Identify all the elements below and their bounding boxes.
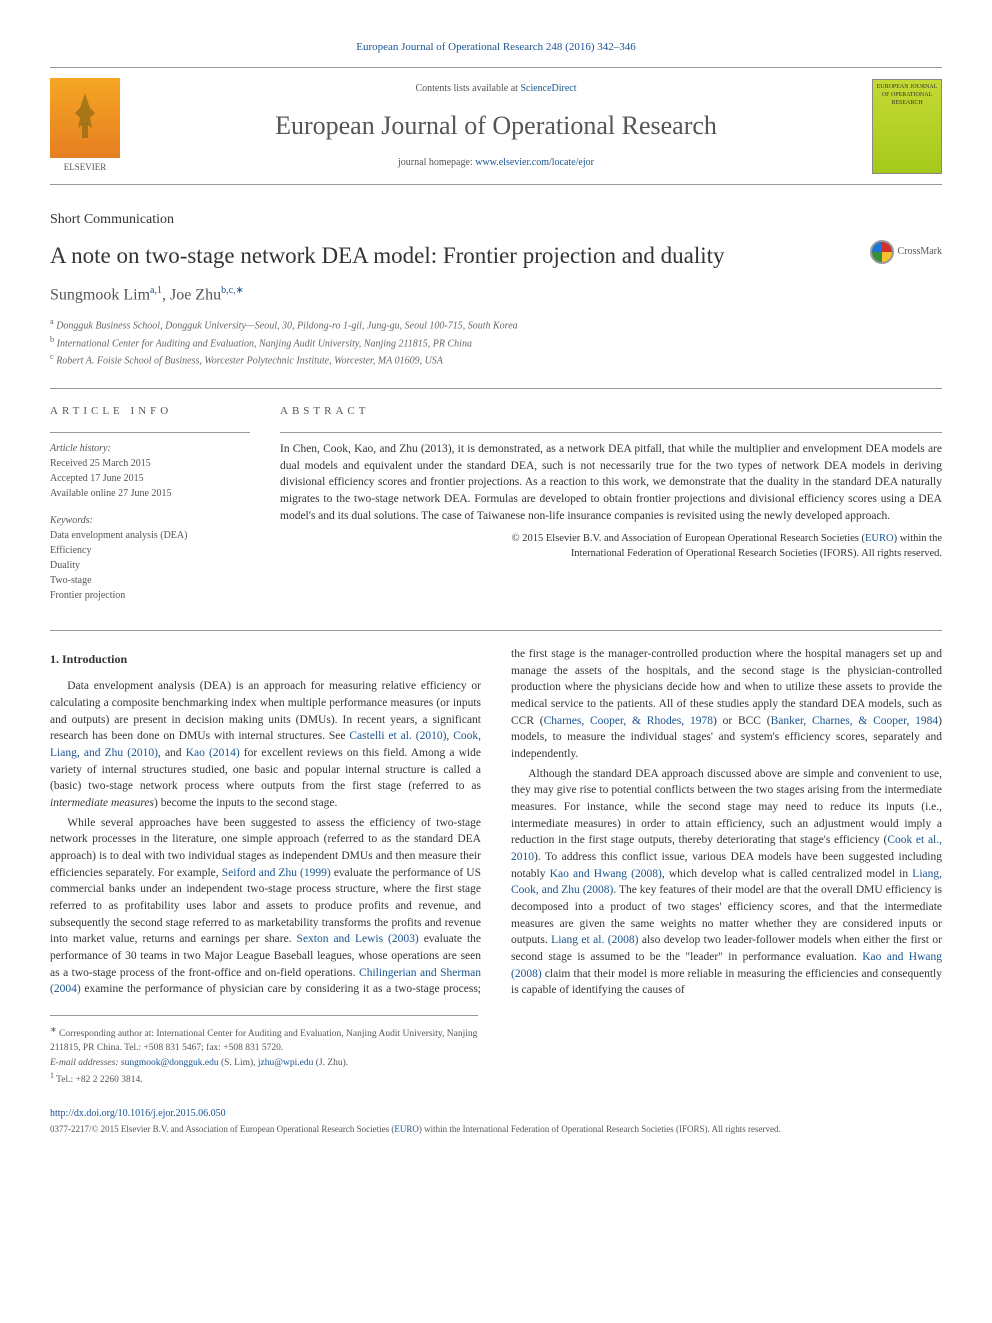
email-addresses: E-mail addresses: sungmook@dongguk.edu (… [50,1056,478,1070]
header-bar: ELSEVIER Contents lists available at Sci… [50,67,942,185]
intro-paragraph-3: Although the standard DEA approach discu… [511,766,942,999]
affiliation-a: Dongguk Business School, Dongguk Univers… [56,321,517,332]
divider-2 [50,630,942,631]
keyword-4: Frontier projection [50,588,250,603]
euro-link[interactable]: EURO [865,533,894,544]
copyright-prefix: © 2015 Elsevier B.V. and Association of … [512,533,865,544]
history-label: Article history: [50,441,250,456]
doi-link[interactable]: http://dx.doi.org/10.1016/j.ejor.2015.06… [50,1107,942,1121]
ref-liang-2008[interactable]: Liang et al. (2008) [551,934,638,946]
abstract: ABSTRACT In Chen, Cook, Kao, and Zhu (20… [280,404,942,614]
publisher-logo-block: ELSEVIER [50,78,120,174]
article-info: ARTICLE INFO Article history: Received 2… [50,404,250,614]
keywords-label: Keywords: [50,513,250,528]
contents-prefix: Contents lists available at [415,83,520,94]
journal-cover-thumbnail: EUROPEAN JOURNAL OF OPERATIONAL RESEARCH [872,79,942,174]
keyword-2: Duality [50,558,250,573]
elsevier-tree-logo [50,78,120,158]
journal-title: European Journal of Operational Research [140,108,852,144]
ref-seiford-zhu[interactable]: Seiford and Zhu (1999) [222,867,331,879]
abstract-divider [280,432,942,433]
email-2[interactable]: jzhu@wpi.edu [258,1058,313,1068]
homepage-prefix: journal homepage: [398,157,475,168]
article-type: Short Communication [50,210,942,230]
ref-banker[interactable]: Banker, Charnes, & Cooper, 1984 [771,715,939,727]
keyword-0: Data envelopment analysis (DEA) [50,528,250,543]
euro-link-bottom[interactable]: EURO [394,1124,419,1134]
header-center: Contents lists available at ScienceDirec… [120,82,872,170]
article-info-heading: ARTICLE INFO [50,404,250,419]
journal-citation[interactable]: European Journal of Operational Research… [50,40,942,55]
affiliation-b: International Center for Auditing and Ev… [57,338,472,349]
authors: Sungmook Lima,1, Joe Zhub,c,∗ [50,284,942,307]
ref-sexton-lewis[interactable]: Sexton and Lewis (2003) [297,933,419,945]
crossmark-badge[interactable]: CrossMark [870,240,942,264]
ref-charnes[interactable]: Charnes, Cooper, & Rhodes, 1978 [544,715,713,727]
keyword-3: Two-stage [50,573,250,588]
contents-line: Contents lists available at ScienceDirec… [140,82,852,96]
article-title: A note on two-stage network DEA model: F… [50,240,870,272]
elsevier-label: ELSEVIER [50,161,120,174]
affiliation-c: Robert A. Foisie School of Business, Wor… [56,355,443,366]
ref-kao-2014[interactable]: Kao (2014) [186,747,240,759]
keyword-1: Efficiency [50,543,250,558]
received-date: Received 25 March 2015 [50,456,250,471]
affiliations: a Dongguk Business School, Dongguk Unive… [50,316,942,368]
corresponding-author-note: ∗ Corresponding author at: International… [50,1024,478,1056]
ref-kao-hwang[interactable]: Kao and Hwang (2008) [550,868,662,880]
bottom-copyright: 0377-2217/© 2015 Elsevier B.V. and Assoc… [50,1123,942,1136]
journal-homepage: journal homepage: www.elsevier.com/locat… [140,156,852,170]
abstract-text: In Chen, Cook, Kao, and Zhu (2013), it i… [280,441,942,524]
tel-note: 1 Tel.: +82 2 2260 3814. [50,1070,478,1087]
accepted-date: Accepted 17 June 2015 [50,471,250,486]
author-2-affil: b,c,∗ [221,285,244,296]
author-1-affil: a,1 [150,285,162,296]
abstract-heading: ABSTRACT [280,404,942,419]
author-1: Sungmook Lim [50,286,150,303]
footer-notes: ∗ Corresponding author at: International… [50,1015,478,1087]
available-date: Available online 27 June 2015 [50,486,250,501]
crossmark-icon [870,240,894,264]
crossmark-label: CrossMark [898,245,942,259]
abstract-copyright: © 2015 Elsevier B.V. and Association of … [280,532,942,561]
homepage-link[interactable]: www.elsevier.com/locate/ejor [475,157,594,168]
author-2: , Joe Zhu [162,286,221,303]
info-divider [50,432,250,433]
divider [50,388,942,389]
copyright-mid: ) within the [894,533,942,544]
ref-castelli[interactable]: Castelli et al. (2010) [349,730,446,742]
sciencedirect-link[interactable]: ScienceDirect [520,83,576,94]
copyright-suffix: International Federation of Operational … [571,548,942,559]
intro-paragraph-1: Data envelopment analysis (DEA) is an ap… [50,678,481,811]
email-1[interactable]: sungmook@dongguk.edu [121,1058,219,1068]
section-1-heading: 1. Introduction [50,651,481,668]
main-content: 1. Introduction Data envelopment analysi… [50,646,942,1000]
